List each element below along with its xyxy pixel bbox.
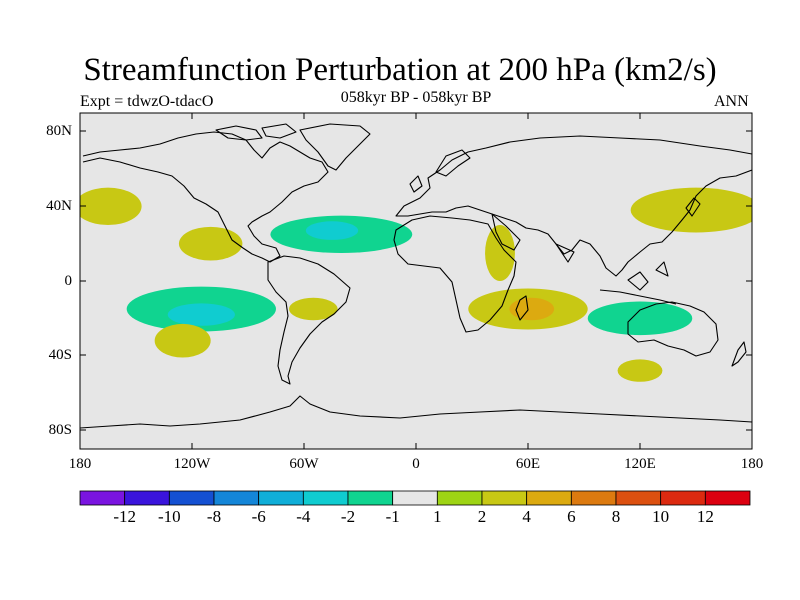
colorbar-label: 6 — [567, 507, 576, 526]
colorbar-label: 12 — [696, 507, 714, 526]
africa-coast — [393, 215, 517, 333]
south-america-coast — [267, 255, 351, 385]
colorbar-swatch — [481, 490, 528, 506]
contour-blob — [289, 297, 338, 321]
colorbar-swatch — [258, 490, 304, 506]
colorbar-swatch — [302, 490, 349, 506]
scandinavia — [435, 149, 471, 177]
japan-coast — [685, 197, 701, 217]
contour-blob — [305, 221, 359, 240]
new-zealand-coast — [731, 341, 747, 367]
contour-blob — [173, 146, 230, 184]
australia-coast — [627, 301, 719, 357]
lat-tick-label: 40S — [48, 347, 72, 363]
contour-blob — [630, 187, 752, 233]
colorbar-label: -10 — [157, 507, 181, 526]
colorbar-swatch — [526, 490, 572, 506]
colorbar-swatch — [392, 490, 438, 506]
colorbar-label: 10 — [652, 507, 670, 526]
eurasia-coast — [395, 135, 752, 277]
period-label: 058kyr BP - 058kyr BP — [340, 89, 492, 106]
colorbar-swatch — [570, 490, 617, 506]
contour-blob — [509, 297, 555, 321]
colorbar-label: -12 — [113, 507, 136, 526]
colorbar-label: -1 — [385, 507, 400, 526]
colorbar-swatch — [168, 490, 215, 506]
colorbar-label: 4 — [522, 507, 531, 526]
colorbar-swatch — [79, 490, 126, 506]
axis-ticks — [80, 113, 752, 449]
colorbar-swatch — [347, 490, 394, 506]
contour-blob — [485, 225, 515, 281]
colorbar-label: -8 — [206, 507, 222, 526]
arabia-india — [491, 213, 575, 263]
colorbar-label: 1 — [433, 507, 442, 526]
colorbar — [79, 490, 751, 506]
colorbar-label: 2 — [477, 507, 487, 526]
lon-tick-label: 0 — [412, 456, 420, 472]
lon-tick-label: 120E — [624, 456, 656, 472]
lon-tick-label: 180 — [740, 456, 764, 472]
lon-tick-label: 60E — [515, 456, 541, 472]
madagascar-coast — [515, 295, 529, 321]
colorbar-swatch — [615, 490, 662, 506]
contour-blob — [80, 187, 142, 225]
lat-tick-label: 0 — [64, 273, 73, 289]
experiment-label: Expt = tdwzO-tdacO — [80, 93, 214, 110]
contour-blob — [154, 323, 211, 358]
coastlines — [80, 123, 752, 429]
colorbar-swatch — [704, 490, 751, 506]
antarctica-coast — [80, 395, 752, 429]
british-isles — [409, 175, 423, 193]
lon-tick-label: 60W — [289, 456, 319, 472]
contour-blob — [167, 303, 235, 326]
lat-tick-label: 80S — [48, 422, 72, 438]
colorbar-label: -6 — [251, 507, 266, 526]
indonesia-islands — [599, 261, 677, 305]
colorbar-label: -4 — [296, 507, 311, 526]
lon-tick-label: 120W — [173, 456, 211, 472]
chart-title: Streamfunction Perturbation at 200 hPa (… — [83, 52, 717, 88]
colorbar-swatch — [213, 490, 260, 506]
season-label: ANN — [714, 93, 749, 110]
north-america-coast — [82, 131, 329, 263]
contour-blob — [617, 359, 663, 382]
colorbar-label: 8 — [611, 507, 621, 526]
lat-tick-label: 80N — [46, 123, 72, 139]
contour-blob — [587, 301, 693, 336]
lon-tick-label: 180 — [68, 456, 92, 472]
greenland-coast — [299, 123, 371, 171]
contour-blob — [178, 226, 243, 261]
colorbar-swatch — [660, 490, 706, 506]
colorbar-label: -2 — [340, 507, 356, 526]
colorbar-swatch — [124, 490, 170, 506]
lat-tick-label: 40N — [46, 198, 72, 214]
arctic-islands — [215, 123, 297, 141]
contour-blob — [546, 148, 659, 183]
colorbar-swatch — [436, 490, 483, 506]
